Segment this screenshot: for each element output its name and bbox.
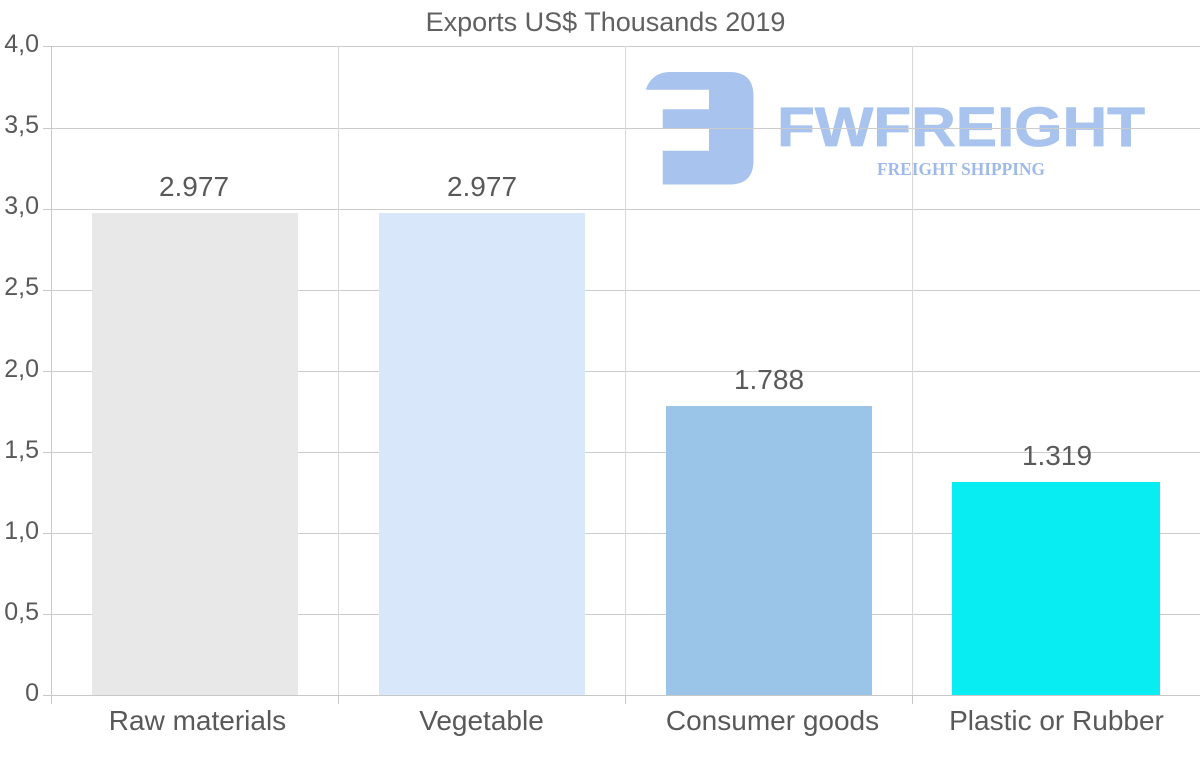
svg-text:FWFREIGHT: FWFREIGHT (777, 95, 1145, 158)
svg-text:FREIGHT SHIPPING: FREIGHT SHIPPING (877, 159, 1045, 179)
